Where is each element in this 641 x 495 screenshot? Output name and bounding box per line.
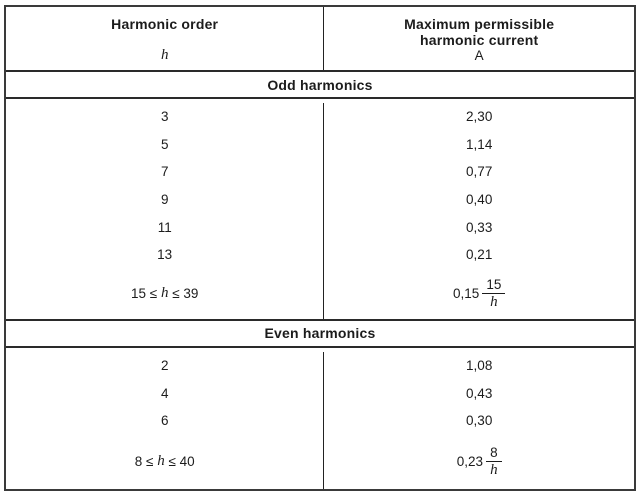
harmonic-current-value: 0,21 bbox=[466, 247, 493, 263]
fraction-numerator: 8 bbox=[490, 445, 498, 461]
fraction-denominator-h: h bbox=[482, 293, 506, 310]
harmonic-current-value: 2,30 bbox=[466, 109, 493, 125]
section-title-odd: Odd harmonics bbox=[267, 76, 373, 93]
column-symbol-h: h bbox=[160, 47, 169, 64]
harmonic-order-range: 15 ≤ h ≤ 39 bbox=[6, 268, 325, 320]
column-title-line1: Maximum permissible bbox=[404, 16, 555, 32]
harmonic-order-value: 2 bbox=[6, 351, 325, 380]
range-variable-h: h bbox=[160, 285, 169, 302]
harmonic-order-range: 8 ≤ h ≤ 40 bbox=[6, 434, 325, 489]
harmonic-current-value: 0,43 bbox=[466, 385, 493, 401]
harmonic-current-value: 1,14 bbox=[466, 136, 493, 152]
column-title-max-current: Maximum permissible harmonic current bbox=[404, 16, 554, 48]
column-title-line2: harmonic current bbox=[420, 32, 539, 48]
section-band-even-harmonics: Even harmonics bbox=[6, 319, 634, 348]
column-unit-amperes: A bbox=[474, 48, 484, 64]
range-suffix: ≤ 39 bbox=[168, 286, 199, 302]
harmonic-order-value: 5 bbox=[6, 130, 325, 159]
range-suffix: ≤ 40 bbox=[164, 454, 195, 470]
harmonic-current-value: 0,30 bbox=[466, 413, 493, 429]
harmonic-current-value: 0,33 bbox=[466, 219, 493, 235]
section-band-odd-harmonics: Odd harmonics bbox=[6, 70, 634, 99]
fraction-numerator: 15 bbox=[486, 277, 502, 293]
range-variable-h: h bbox=[157, 453, 165, 470]
range-prefix: 8 ≤ bbox=[134, 454, 158, 470]
table-row: 5 1,14 bbox=[6, 130, 634, 159]
table-row: 9 0,40 bbox=[6, 185, 634, 214]
harmonic-order-value: 11 bbox=[6, 213, 325, 242]
formula-fraction: 15 h bbox=[482, 277, 506, 310]
section-title-even: Even harmonics bbox=[264, 325, 376, 342]
table-row: 11 0,33 bbox=[6, 213, 634, 242]
table-row: 7 0,77 bbox=[6, 158, 634, 186]
table-row: 6 0,30 bbox=[6, 407, 634, 435]
range-prefix: 15 ≤ bbox=[131, 286, 161, 302]
fraction-denominator-h: h bbox=[486, 461, 502, 478]
harmonic-current-value: 1,08 bbox=[466, 358, 493, 374]
table-row-range-even: 8 ≤ h ≤ 40 0,23 8 h bbox=[6, 434, 634, 489]
harmonic-current-value: 0,77 bbox=[466, 164, 493, 180]
header-cell-max-current: Maximum permissible harmonic current A bbox=[324, 7, 634, 70]
column-title-harmonic-order: Harmonic order bbox=[111, 16, 219, 32]
table-row: 3 2,30 bbox=[6, 102, 634, 131]
harmonic-order-value: 4 bbox=[6, 379, 325, 408]
table-header-row: Harmonic order h Maximum permissible har… bbox=[6, 7, 634, 71]
harmonic-current-formula: 0,23 8 h bbox=[324, 435, 634, 489]
harmonic-limits-table: Harmonic order h Maximum permissible har… bbox=[4, 5, 636, 491]
table-row-range-odd: 15 ≤ h ≤ 39 0,15 15 h bbox=[6, 268, 634, 320]
formula-coefficient: 0,15 bbox=[453, 286, 480, 302]
table-row: 2 1,08 bbox=[6, 351, 634, 380]
harmonic-order-value: 6 bbox=[6, 407, 325, 435]
table-row: 13 0,21 bbox=[6, 241, 634, 269]
harmonic-order-value: 3 bbox=[6, 102, 325, 131]
header-cell-harmonic-order: Harmonic order h bbox=[6, 7, 325, 71]
formula-coefficient: 0,23 bbox=[456, 454, 484, 470]
formula-fraction: 8 h bbox=[486, 445, 502, 478]
harmonic-order-value: 13 bbox=[6, 241, 325, 269]
harmonic-order-value: 7 bbox=[6, 158, 325, 186]
harmonic-current-value: 0,40 bbox=[466, 192, 493, 208]
table-row: 4 0,43 bbox=[6, 379, 634, 408]
harmonic-order-value: 9 bbox=[6, 185, 325, 214]
harmonic-current-formula: 0,15 15 h bbox=[324, 269, 634, 319]
